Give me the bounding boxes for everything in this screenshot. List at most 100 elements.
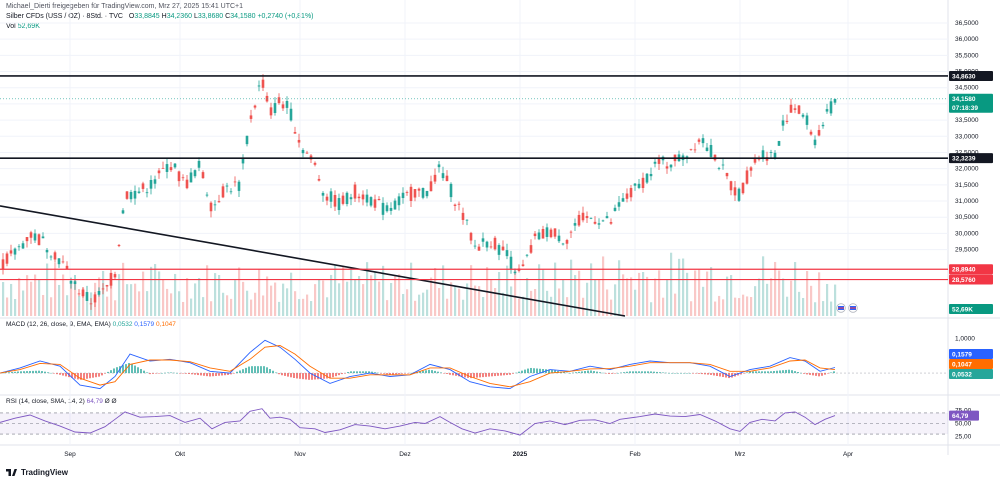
volume-bar — [598, 279, 601, 316]
macd-histogram-bar — [701, 373, 703, 375]
macd-histogram-bar — [476, 373, 478, 378]
volume-bar — [386, 300, 389, 316]
candle-body — [133, 190, 137, 199]
level-badge-label-1: 32,3239 — [952, 155, 976, 162]
symbol-label[interactable]: Silber CFDs (USS / OZ) · 8Std. · TVC — [6, 13, 123, 20]
candle — [41, 232, 45, 239]
volume-bar — [154, 264, 157, 316]
macd-histogram-bar — [173, 372, 175, 374]
volume-bar — [762, 256, 765, 316]
candle-body — [9, 250, 13, 254]
macd-histogram-bar — [260, 366, 262, 374]
macd-histogram-bar — [602, 372, 604, 374]
candle — [205, 192, 209, 198]
candle — [73, 275, 77, 290]
macd-legend-label[interactable]: MACD (12, 26, close, 9, EMA, EMA) — [6, 321, 111, 328]
macd-histogram-bar — [221, 373, 223, 376]
macd-histogram-bar — [98, 373, 100, 377]
macd-histogram-bar — [203, 373, 205, 376]
candle — [737, 187, 741, 202]
macd-histogram-bar — [29, 370, 31, 374]
macd-histogram-bar — [113, 368, 115, 374]
macd-histogram-bar — [824, 373, 826, 375]
macd-histogram-bar — [224, 373, 226, 376]
candle — [121, 208, 125, 215]
candle-body — [269, 107, 273, 116]
candle-body — [81, 289, 85, 297]
volume-bar — [414, 300, 417, 316]
candle — [161, 161, 165, 169]
macd-histogram-bar — [704, 373, 706, 375]
rsi-badge-label: 64,79 — [952, 413, 969, 420]
candle — [785, 114, 789, 125]
candle-body — [601, 220, 605, 222]
candle — [341, 192, 345, 206]
macd-histogram-bar — [449, 373, 451, 375]
macd-histogram-bar — [659, 372, 661, 374]
volume-bar — [754, 286, 757, 316]
macd-histogram-bar — [785, 369, 787, 374]
volume-bar — [686, 272, 689, 316]
candle — [681, 153, 685, 167]
candle — [689, 148, 693, 151]
rsi-legend-label[interactable]: RSI (14, close, SMA, 14, 2) — [6, 398, 85, 405]
volume-bar — [378, 281, 381, 316]
candle-body — [489, 246, 493, 248]
candle — [833, 98, 837, 105]
candle-body — [549, 229, 553, 238]
candle-body — [589, 217, 593, 219]
candle — [189, 168, 193, 183]
macd-histogram-bar — [197, 373, 199, 376]
last-price-label: 34,1580 — [952, 96, 976, 103]
macd-histogram-bar — [671, 373, 673, 374]
macd-histogram-bar — [482, 373, 484, 378]
candle-body — [37, 234, 41, 246]
candle-body — [21, 243, 25, 249]
candle-body — [697, 139, 701, 142]
macd-line-signal — [0, 345, 836, 388]
candle — [389, 202, 393, 215]
candle-body — [441, 173, 445, 179]
macd-histogram-bar — [167, 372, 169, 374]
macd-histogram-bar — [2, 372, 4, 374]
candle — [425, 190, 429, 199]
macd-histogram-bar — [806, 373, 808, 375]
macd-histogram-bar — [410, 372, 412, 374]
price-axis-tick-9: 32,0000 — [955, 166, 979, 173]
volume-bar — [354, 279, 357, 316]
candle-body — [145, 192, 149, 194]
candle — [805, 112, 809, 130]
rsi-legend-value: 64,79 — [86, 398, 103, 405]
candle — [405, 190, 409, 196]
candle — [25, 237, 29, 248]
volume-bar — [594, 279, 597, 316]
candle-body — [277, 97, 281, 104]
candle — [213, 200, 217, 211]
candle-body — [365, 194, 369, 203]
candle — [533, 230, 537, 240]
macd-histogram-bar — [635, 371, 637, 374]
candle — [685, 155, 689, 164]
macd-histogram-bar — [401, 373, 403, 374]
candle — [673, 154, 677, 167]
volume-bar — [746, 296, 749, 316]
tradingview-logo[interactable]: TradingView — [6, 468, 68, 477]
volume-bar — [690, 301, 693, 316]
level-badge-label-0: 34,8630 — [952, 73, 976, 80]
candle-body — [749, 167, 753, 171]
volume-bar — [478, 286, 481, 316]
macd-histogram-bar — [770, 371, 772, 374]
candle-body — [401, 192, 405, 199]
macd-histogram-bar — [791, 370, 793, 374]
macd-histogram-bar — [767, 371, 769, 374]
ohlc-line: Silber CFDs (USS / OZ) · 8Std. · TVC O33… — [6, 13, 314, 20]
candle-body — [33, 233, 37, 241]
candle-body — [121, 210, 125, 214]
candle-body — [337, 198, 341, 211]
volume-bar — [294, 291, 297, 316]
candle — [609, 218, 613, 225]
macd-histogram-bar — [149, 373, 151, 375]
macd-histogram-bar — [620, 372, 622, 374]
candle — [589, 217, 593, 220]
